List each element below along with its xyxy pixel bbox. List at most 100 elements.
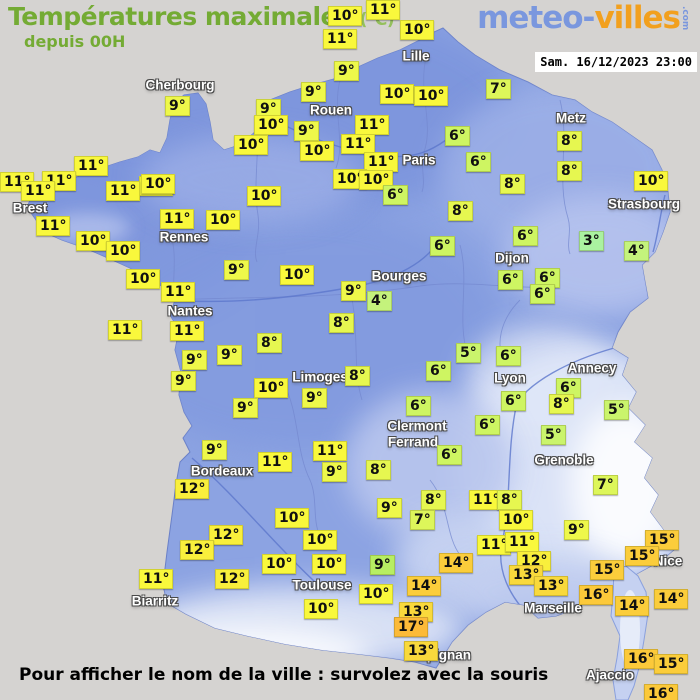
temp-badge[interactable]: 13° <box>534 576 569 596</box>
temp-badge[interactable]: 7° <box>486 79 511 99</box>
temp-badge[interactable]: 9° <box>370 555 395 575</box>
temp-badge[interactable]: 9° <box>302 388 327 408</box>
temp-badge[interactable]: 15° <box>625 546 660 566</box>
temp-badge[interactable]: 11° <box>323 29 358 49</box>
temp-badge[interactable]: 10° <box>304 599 339 619</box>
temp-badge[interactable]: 11° <box>477 535 512 555</box>
temp-badge[interactable]: 6° <box>501 391 526 411</box>
temp-badge[interactable]: 10° <box>400 20 435 40</box>
temp-badge[interactable]: 10° <box>206 210 241 230</box>
temp-badge[interactable]: 15° <box>590 560 625 580</box>
temp-badge[interactable]: 9° <box>322 462 347 482</box>
temp-badge[interactable]: 11° <box>139 569 174 589</box>
temp-badge[interactable]: 10° <box>499 510 534 530</box>
temp-badge[interactable]: 15° <box>645 530 680 550</box>
temp-badge[interactable]: 9° <box>165 96 190 116</box>
temp-badge[interactable]: 5° <box>541 425 566 445</box>
temp-badge[interactable]: 10° <box>262 554 297 574</box>
temp-badge[interactable]: 11° <box>170 321 205 341</box>
temp-badge[interactable]: 8° <box>366 460 391 480</box>
temp-badge[interactable]: 10° <box>328 6 363 26</box>
temp-badge[interactable]: 10° <box>280 265 315 285</box>
temp-badge[interactable]: 11° <box>505 532 540 552</box>
temp-badge[interactable]: 6° <box>535 268 560 288</box>
temp-badge[interactable]: 12° <box>175 479 210 499</box>
temp-badge[interactable]: 8° <box>549 394 574 414</box>
temp-badge[interactable]: 8° <box>500 174 525 194</box>
temp-badge[interactable]: 11° <box>74 156 109 176</box>
temp-badge[interactable]: 3° <box>579 231 604 251</box>
temp-badge[interactable]: 9° <box>182 350 207 370</box>
temp-badge[interactable]: 16° <box>579 585 614 605</box>
temp-badge[interactable]: 6° <box>475 415 500 435</box>
temp-badge[interactable]: 11° <box>258 452 293 472</box>
temp-badge[interactable]: 11° <box>160 209 195 229</box>
temp-badge[interactable]: 9° <box>564 520 589 540</box>
temp-badge[interactable]: 10° <box>634 171 669 191</box>
temp-badge[interactable]: 7° <box>593 475 618 495</box>
temp-badge[interactable]: 11° <box>366 0 401 20</box>
temp-badge[interactable]: 6° <box>383 185 408 205</box>
temp-badge[interactable]: 4° <box>624 241 649 261</box>
temp-badge[interactable]: 14° <box>615 596 650 616</box>
temp-badge[interactable]: 9° <box>171 371 196 391</box>
temp-badge[interactable]: 11° <box>364 152 399 172</box>
temp-badge[interactable]: 6° <box>445 126 470 146</box>
temp-badge[interactable]: 11° <box>341 134 376 154</box>
temp-badge[interactable]: 10° <box>275 508 310 528</box>
temp-badge[interactable]: 10° <box>141 174 176 194</box>
temp-badge[interactable]: 10° <box>126 269 161 289</box>
temp-badge[interactable]: 10° <box>359 584 394 604</box>
temp-badge[interactable]: 16° <box>644 684 679 700</box>
temp-badge[interactable]: 12° <box>215 569 250 589</box>
temp-badge[interactable]: 10° <box>380 84 415 104</box>
temp-badge[interactable]: 10° <box>247 186 282 206</box>
temp-badge[interactable]: 14° <box>439 553 474 573</box>
temp-badge[interactable]: 8° <box>329 313 354 333</box>
temp-badge[interactable]: 12° <box>180 540 215 560</box>
temp-badge[interactable]: 6° <box>530 284 555 304</box>
temp-badge[interactable]: 8° <box>557 161 582 181</box>
temp-badge[interactable]: 8° <box>421 490 446 510</box>
temp-badge[interactable]: 11° <box>21 181 56 201</box>
temp-badge[interactable]: 16° <box>624 649 659 669</box>
temp-badge[interactable]: 10° <box>254 115 289 135</box>
temp-badge[interactable]: 8° <box>448 201 473 221</box>
temp-badge[interactable]: 10° <box>303 530 338 550</box>
temp-badge[interactable]: 6° <box>430 236 455 256</box>
temp-badge[interactable]: 11° <box>355 115 390 135</box>
temp-badge[interactable]: 11° <box>161 282 196 302</box>
temp-badge[interactable]: 6° <box>426 361 451 381</box>
temp-badge[interactable]: 10° <box>312 554 347 574</box>
temp-badge[interactable]: 9° <box>377 498 402 518</box>
temp-badge[interactable]: 9° <box>301 82 326 102</box>
meteo-villes-logo[interactable]: meteo-villes.com <box>477 0 690 36</box>
temp-badge[interactable]: 10° <box>300 141 335 161</box>
temp-badge[interactable]: 11° <box>313 441 348 461</box>
temp-badge[interactable]: 9° <box>224 260 249 280</box>
temp-badge[interactable]: 10° <box>254 378 289 398</box>
temp-badge[interactable]: 6° <box>513 226 538 246</box>
temp-badge[interactable]: 17° <box>394 617 429 637</box>
temp-badge[interactable]: 13° <box>404 641 439 661</box>
temp-badge[interactable]: 14° <box>654 589 689 609</box>
temp-badge[interactable]: 5° <box>456 343 481 363</box>
temp-badge[interactable]: 10° <box>76 231 111 251</box>
temp-badge[interactable]: 9° <box>233 398 258 418</box>
temp-badge[interactable]: 9° <box>294 121 319 141</box>
temp-badge[interactable]: 10° <box>106 241 141 261</box>
temp-badge[interactable]: 11° <box>469 490 504 510</box>
temp-badge[interactable]: 6° <box>437 445 462 465</box>
temp-badge[interactable]: 9° <box>341 281 366 301</box>
temp-badge[interactable]: 10° <box>234 135 269 155</box>
temp-badge[interactable]: 9° <box>202 440 227 460</box>
temp-badge[interactable]: 9° <box>334 61 359 81</box>
temp-badge[interactable]: 5° <box>604 400 629 420</box>
temp-badge[interactable]: 11° <box>36 216 71 236</box>
temp-badge[interactable]: 11° <box>106 181 141 201</box>
temp-badge[interactable]: 10° <box>414 86 449 106</box>
temp-badge[interactable]: 6° <box>466 152 491 172</box>
temp-badge[interactable]: 8° <box>257 333 282 353</box>
temp-badge[interactable]: 9° <box>217 345 242 365</box>
temp-badge[interactable]: 6° <box>556 378 581 398</box>
